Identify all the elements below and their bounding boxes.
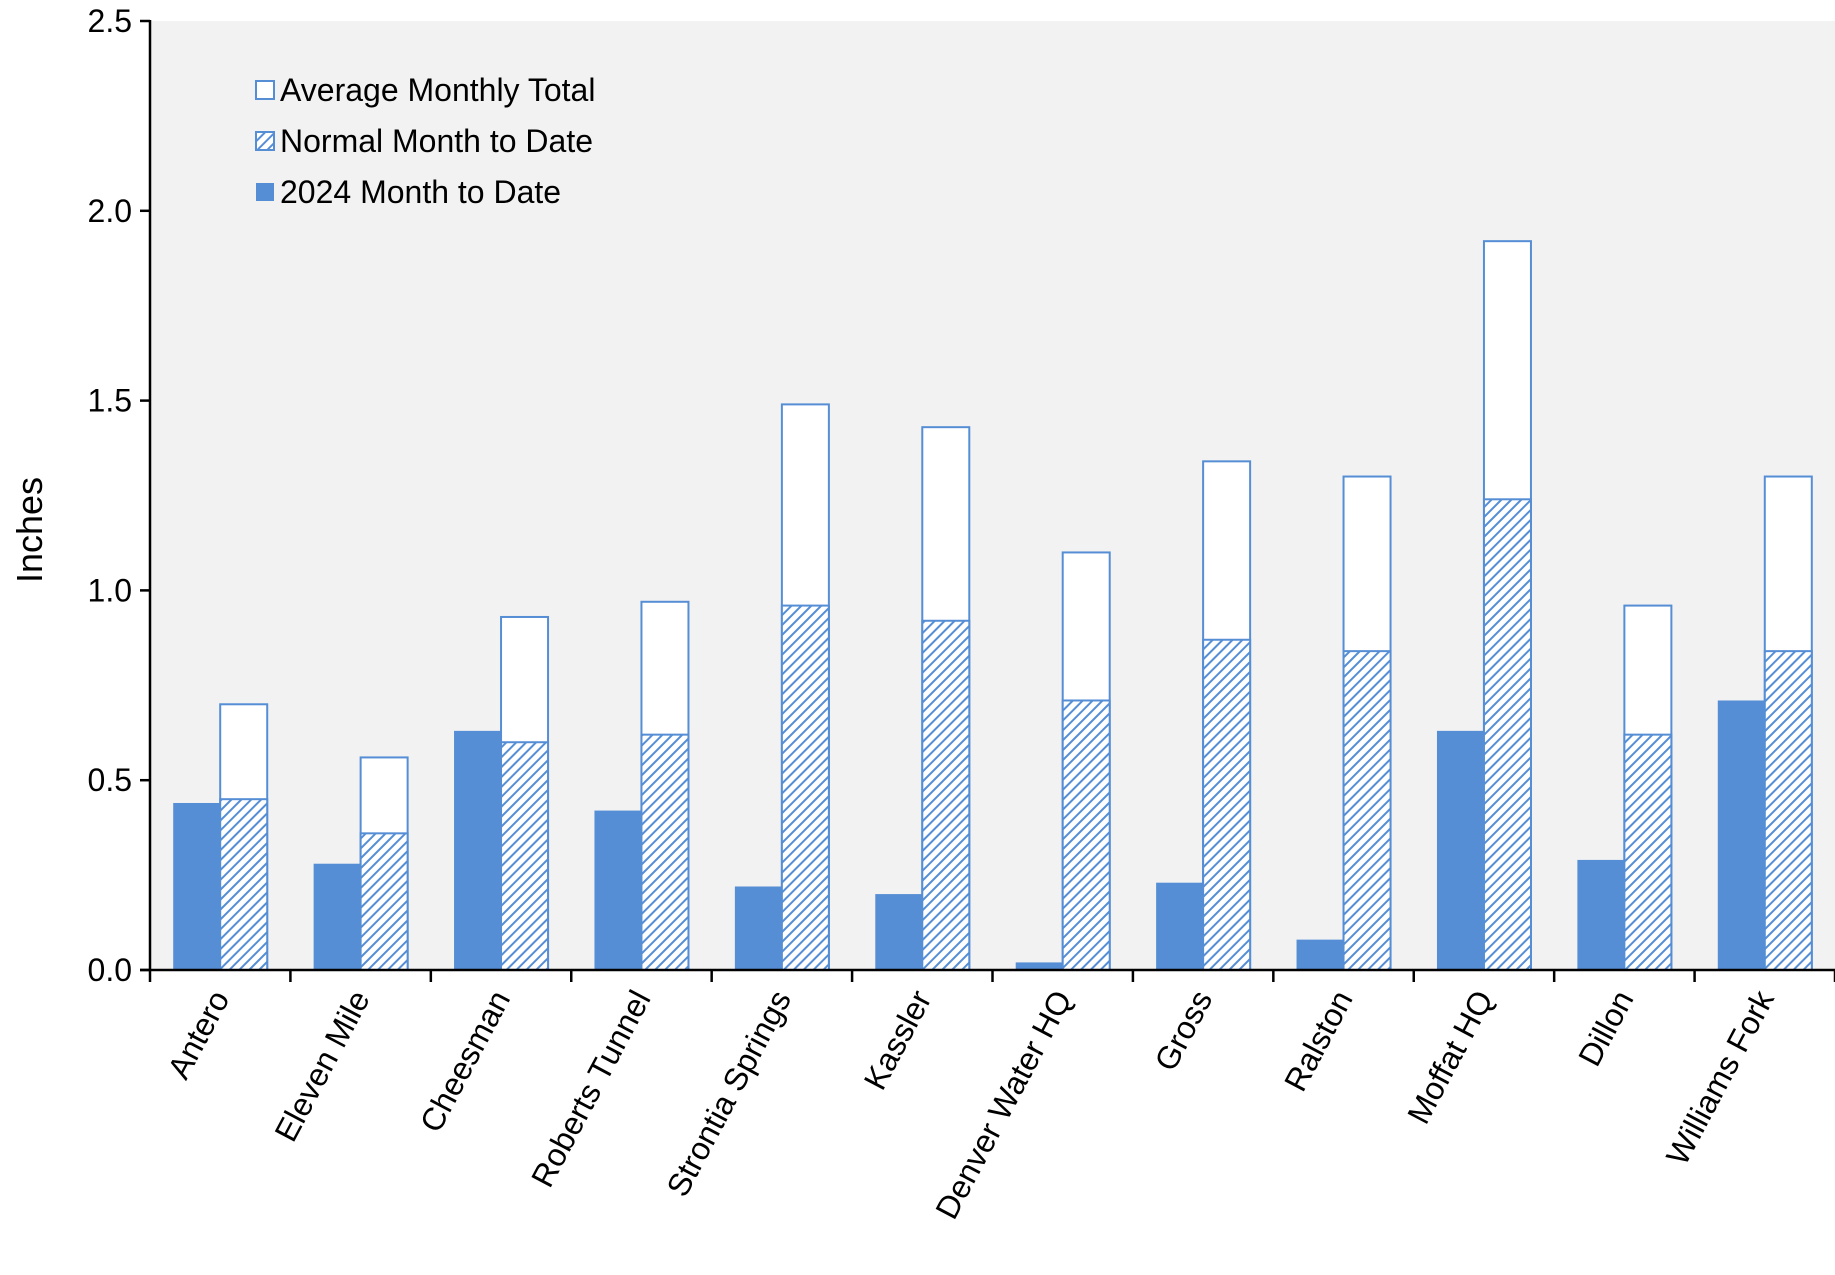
bar-normal-month-to-date — [220, 799, 267, 970]
bar-2024-month-to-date — [735, 886, 782, 970]
bar-normal-month-to-date — [641, 735, 688, 970]
legend: Average Monthly Total Normal Month to Dat… — [256, 72, 595, 210]
x-tick-label: Ralston — [1277, 984, 1360, 1097]
legend-normal-month-to-date-label: Normal Month to Date — [280, 123, 593, 159]
bar-2024-month-to-date — [1156, 883, 1203, 970]
bar-2024-month-to-date — [1297, 940, 1344, 970]
y-tick-label: 1.0 — [88, 572, 132, 608]
bar-2024-month-to-date — [875, 894, 922, 970]
x-tick-label: Kassler — [857, 984, 939, 1095]
bar-2024-month-to-date — [314, 864, 361, 970]
bar-2024-month-to-date — [594, 811, 641, 970]
bar-2024-month-to-date — [173, 803, 220, 970]
x-tick-label: Eleven Mile — [267, 984, 376, 1147]
bar-2024-month-to-date — [1718, 700, 1765, 970]
bar-2024-month-to-date — [454, 731, 501, 970]
y-tick-label: 0.0 — [88, 952, 132, 988]
x-tick-label: Roberts Tunnel — [524, 984, 658, 1193]
bar-normal-month-to-date — [1203, 640, 1250, 970]
bar-normal-month-to-date — [1624, 735, 1671, 970]
x-tick-label: Moffat HQ — [1400, 984, 1500, 1129]
x-tick-label: Denver Water HQ — [928, 984, 1079, 1224]
bar-normal-month-to-date — [922, 621, 969, 970]
bar-normal-month-to-date — [1765, 651, 1812, 970]
x-tick-label: Strontia Springs — [659, 984, 798, 1202]
legend-2024-month-to-date-swatch — [256, 183, 274, 201]
y-tick-label: 2.0 — [88, 193, 132, 229]
bar-normal-month-to-date — [361, 833, 408, 970]
x-tick-label: Cheesman — [413, 984, 517, 1138]
y-tick-label: 0.5 — [88, 762, 132, 798]
bar-normal-month-to-date — [1344, 651, 1391, 970]
y-tick-label: 1.5 — [88, 383, 132, 419]
bar-2024-month-to-date — [1577, 860, 1624, 970]
bar-normal-month-to-date — [1484, 499, 1531, 970]
x-tick-label: Dillon — [1571, 984, 1640, 1072]
y-axis-title: Inches — [9, 477, 50, 583]
x-tick-label: Antero — [160, 984, 236, 1084]
bar-normal-month-to-date — [782, 606, 829, 970]
bar-2024-month-to-date — [1437, 731, 1484, 970]
bar-normal-month-to-date — [501, 742, 548, 970]
y-tick-label: 2.5 — [88, 3, 132, 39]
legend-average-monthly-total-swatch — [256, 81, 274, 99]
legend-2024-month-to-date-label: 2024 Month to Date — [280, 174, 561, 210]
x-tick-label: Gross — [1147, 984, 1219, 1076]
bar-normal-month-to-date — [1063, 700, 1110, 970]
legend-normal-month-to-date-swatch — [256, 132, 274, 150]
legend-average-monthly-total-label: Average Monthly Total — [280, 72, 595, 108]
x-tick-label: Williams Fork — [1659, 984, 1781, 1171]
